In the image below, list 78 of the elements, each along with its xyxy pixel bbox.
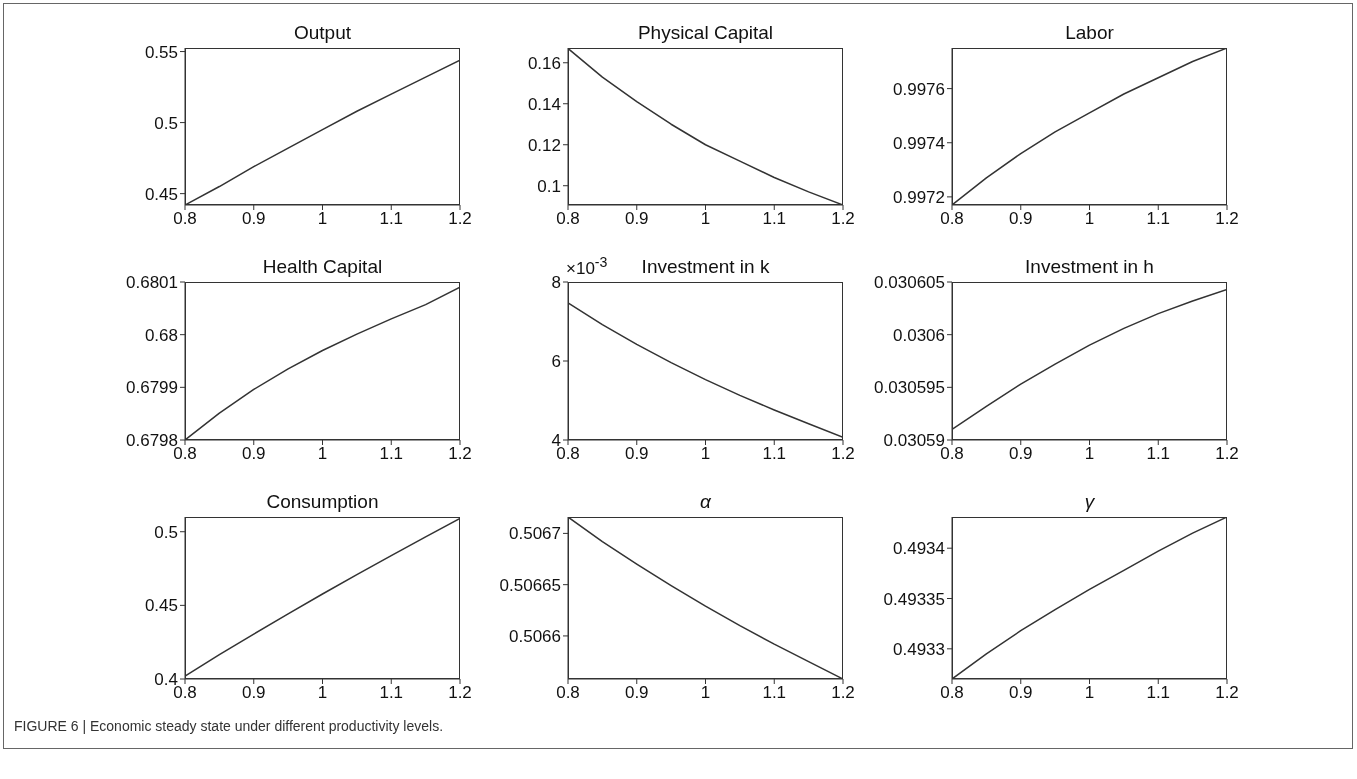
x-tick-label: 1 (1084, 683, 1095, 703)
y-tick-label: 0.1 (537, 176, 561, 196)
y-tick-label: 0.9976 (893, 79, 945, 99)
y-tick-label: 0.9972 (893, 187, 945, 207)
y-tick-label: 0.12 (527, 135, 561, 155)
y-tick-label: 0.0306 (893, 325, 945, 345)
chart-title: Labor (1064, 22, 1115, 44)
x-tick-label: 0.9 (241, 444, 266, 464)
y-tick-label: 6 (551, 352, 561, 372)
chart-title: Health Capital (261, 256, 384, 278)
x-tick-label: 1.1 (1146, 444, 1171, 464)
x-tick-label: 1 (1084, 209, 1095, 229)
x-tick-label: 1.2 (1215, 444, 1239, 464)
chart-title: Physical Capital (636, 22, 775, 44)
x-tick-label: 0.9 (1008, 444, 1033, 464)
y-tick-label: 0.68 (144, 325, 178, 345)
y-tick-label: 0.030605 (874, 273, 945, 293)
x-tick-label: 0.9 (1008, 683, 1033, 703)
chart-title: Investment in k (641, 256, 770, 277)
y-tick-label: 0.14 (527, 94, 561, 114)
y-tick-label: 0.5066 (509, 626, 561, 646)
x-tick-label: 1.1 (762, 444, 787, 464)
y-tick-label: 0.6799 (126, 378, 178, 398)
x-tick-label: 0.9 (241, 683, 266, 703)
x-tick-label: 0.9 (1008, 209, 1033, 229)
text: ×10$^{-3}$ (566, 254, 608, 279)
x-tick-label: 1.1 (379, 444, 404, 464)
x-tick-label: 1.2 (1215, 683, 1239, 703)
x-tick-label: 1.2 (831, 683, 855, 703)
chart-title: α (699, 491, 712, 513)
y-tick-label: 0.030595 (874, 378, 945, 398)
x-tick-label: 0.8 (556, 683, 580, 703)
y-tick-label: 0.5 (154, 522, 178, 542)
y-tick-label: 8 (551, 273, 561, 293)
x-tick-label: 0.8 (940, 209, 964, 229)
y-tick-label: 0.4934 (893, 539, 945, 559)
x-tick-label: 1.1 (762, 209, 787, 229)
caption: FIGURE 6 | Economic steady state under different productivity levels. (14, 718, 444, 734)
x-tick-label: 1.1 (1146, 683, 1171, 703)
y-tick-label: 0.45 (144, 184, 178, 204)
chart-title: Consumption (265, 491, 380, 513)
x-tick-label: 1.1 (762, 683, 787, 703)
y-tick-label: 0.16 (527, 53, 561, 73)
x-tick-label: 1 (317, 444, 328, 464)
y-tick-label: 0.5067 (509, 524, 561, 544)
x-tick-label: 0.9 (624, 444, 649, 464)
x-tick-label: 1 (700, 444, 711, 464)
x-tick-label: 0.9 (624, 683, 649, 703)
x-tick-label: 1.2 (448, 209, 472, 229)
x-tick-label: 1 (700, 683, 711, 703)
x-tick-label: 1 (1084, 444, 1095, 464)
y-tick-label: 0.49335 (883, 589, 945, 609)
chart-title: Investment in h (1024, 256, 1155, 278)
x-tick-label: 1 (700, 209, 711, 229)
x-tick-label: 0.9 (241, 209, 266, 229)
x-tick-label: 1.1 (1146, 209, 1171, 229)
chart-title: γ (1083, 491, 1096, 513)
x-tick-label: 1.2 (448, 683, 472, 703)
x-tick-label: 1 (317, 683, 328, 703)
y-tick-label: 0.55 (144, 42, 178, 62)
x-tick-label: 0.8 (173, 209, 197, 229)
y-tick-label: 0.45 (144, 596, 178, 616)
x-tick-label: 1.1 (379, 209, 404, 229)
x-tick-label: 1.1 (379, 683, 404, 703)
x-tick-label: 1.2 (448, 444, 472, 464)
y-tick-label: 0.4933 (893, 639, 945, 659)
y-tick-label: 0.5 (154, 113, 178, 133)
y-tick-label: 0.50665 (499, 575, 561, 595)
x-tick-label: 0.8 (940, 683, 964, 703)
x-tick-label: 1.2 (831, 209, 855, 229)
x-tick-label: 1.2 (1215, 209, 1239, 229)
y-tick-label: 0.6801 (126, 273, 178, 293)
x-tick-label: 0.9 (624, 209, 649, 229)
chart-title: Output (292, 22, 352, 44)
x-tick-label: 1.2 (831, 444, 855, 464)
x-tick-label: 0.8 (556, 209, 580, 229)
y-tick-label: 0.9974 (893, 133, 945, 153)
x-tick-label: 1 (317, 209, 328, 229)
